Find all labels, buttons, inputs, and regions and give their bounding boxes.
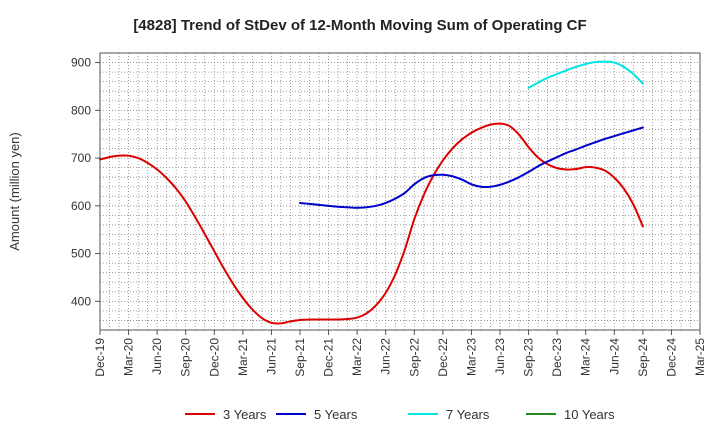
series-line-5-years: [299, 126, 644, 209]
y-tick-label: 400: [71, 294, 91, 308]
x-tick-label: Mar-22: [350, 338, 364, 376]
x-tick-label: Mar-21: [236, 338, 250, 376]
legend-label-7-years: 7 Years: [446, 407, 490, 422]
series-lines: [99, 60, 644, 325]
x-tick-label: Mar-25: [693, 338, 707, 376]
legend-label-3-years: 3 Years: [223, 407, 267, 422]
x-tick-label: Mar-20: [122, 338, 136, 376]
x-tick-label: Jun-23: [493, 338, 507, 375]
x-tick-label: Jun-20: [150, 338, 164, 375]
x-tick-label: Mar-24: [579, 338, 593, 376]
x-tick-label: Dec-20: [207, 338, 221, 377]
x-axis: Dec-19 Mar-20 Jun-20 Sep-20 Dec-20 Mar-21 Jun-…: [93, 330, 707, 377]
series-line-7-years: [527, 60, 644, 89]
legend: 3 Years 5 Years 7 Years 10 Years: [185, 407, 615, 422]
x-tick-label: Sep-23: [522, 338, 536, 377]
x-tick-label: Sep-24: [636, 338, 650, 377]
y-axis-label: Amount (million yen): [7, 132, 22, 251]
x-tick-label: Jun-21: [264, 338, 278, 375]
y-axis: 400 500 600 700 800 900: [71, 56, 100, 308]
x-tick-label: Sep-20: [179, 338, 193, 377]
y-tick-label: 800: [71, 103, 91, 117]
grid: [100, 53, 700, 330]
y-tick-label: 500: [71, 247, 91, 261]
x-tick-label: Dec-24: [664, 338, 678, 377]
x-tick-label: Dec-23: [550, 338, 564, 377]
x-tick-label: Sep-22: [407, 338, 421, 377]
x-tick-label: Mar-23: [464, 338, 478, 376]
y-tick-label: 600: [71, 199, 91, 213]
legend-label-10-years: 10 Years: [564, 407, 615, 422]
y-tick-label: 900: [71, 56, 91, 70]
x-tick-label: Jun-22: [379, 338, 393, 375]
x-tick-label: Dec-22: [436, 338, 450, 377]
y-tick-label: 700: [71, 151, 91, 165]
x-tick-label: Jun-24: [607, 338, 621, 375]
chart-title: [4828] Trend of StDev of 12-Month Moving…: [133, 17, 586, 34]
series-line-3-years: [99, 122, 644, 325]
x-tick-label: Dec-19: [93, 338, 107, 377]
x-tick-label: Sep-21: [293, 338, 307, 377]
legend-label-5-years: 5 Years: [314, 407, 358, 422]
x-tick-label: Dec-21: [322, 338, 336, 377]
plot-frame: [99, 52, 701, 331]
